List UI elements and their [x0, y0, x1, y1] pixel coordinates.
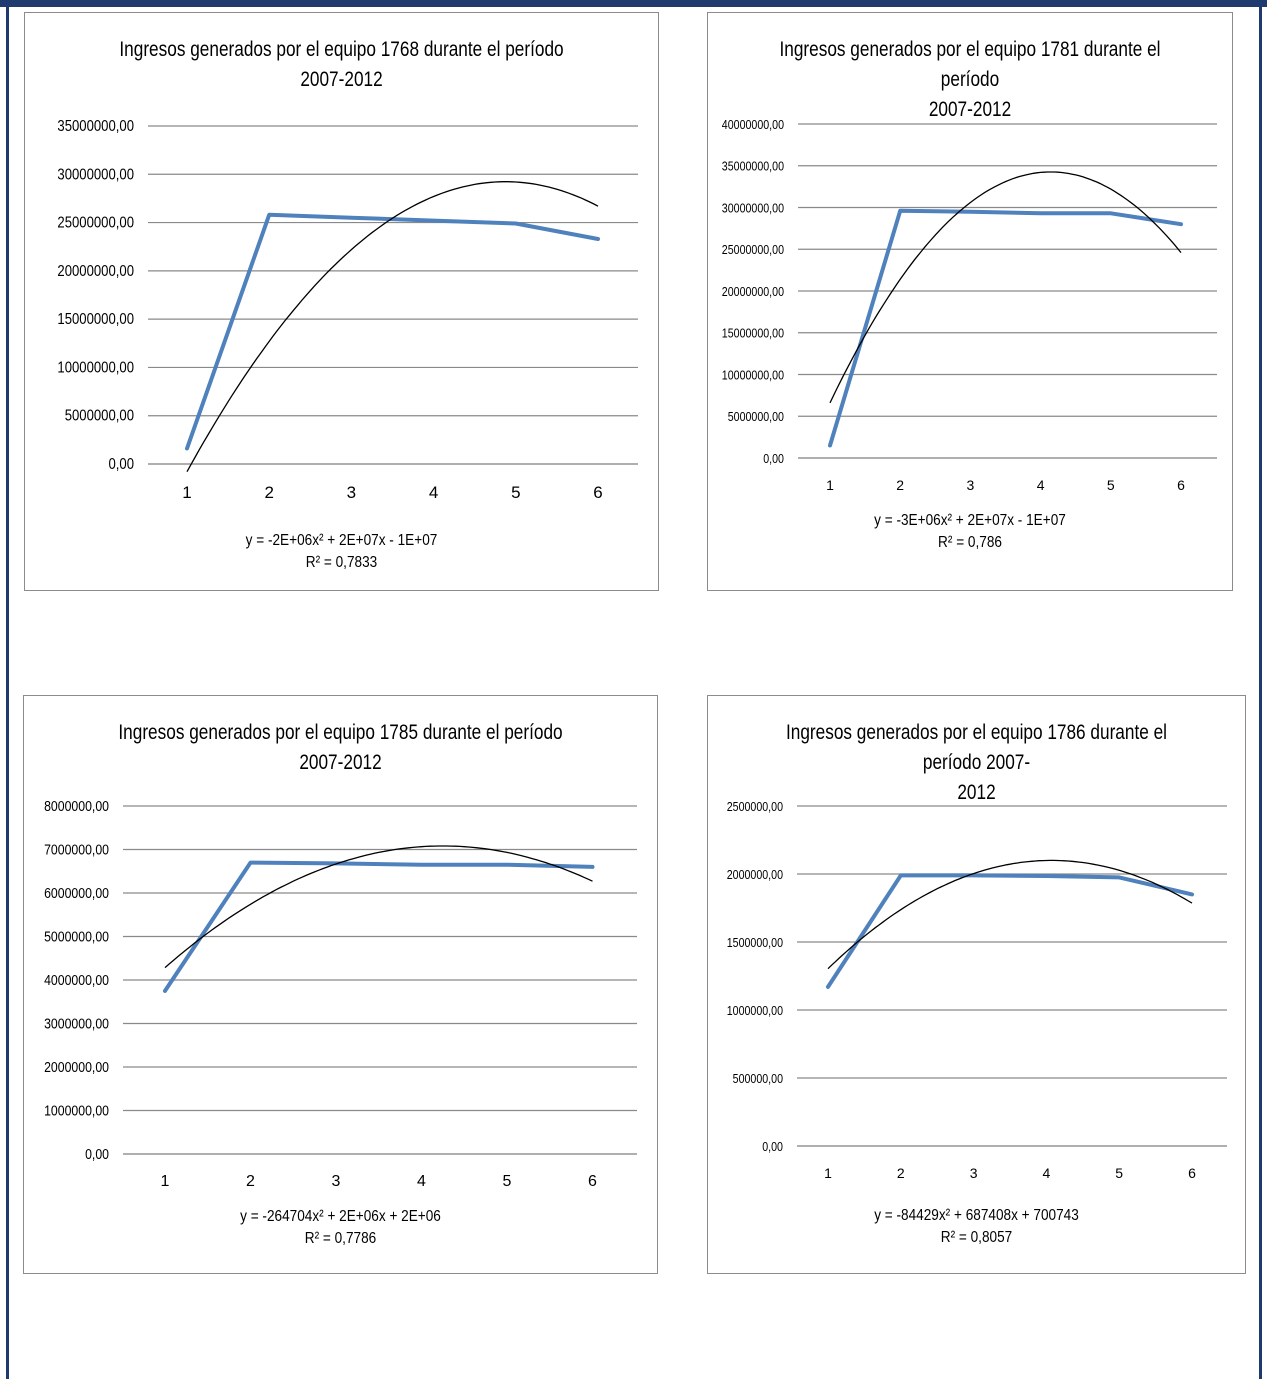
chart-equipo-1781: Ingresos generados por el equipo 1781 du… — [707, 12, 1233, 591]
x-tick-label: 4 — [1043, 1165, 1051, 1181]
frame-right-border — [1259, 0, 1262, 1379]
x-tick-label: 2 — [264, 483, 273, 502]
x-tick-label: 3 — [967, 477, 975, 493]
x-tick-label: 5 — [1107, 477, 1115, 493]
y-tick-label: 1500000,00 — [727, 935, 784, 950]
y-tick-label: 5000000,00 — [44, 928, 109, 944]
trendline-equation: y = -3E+06x² + 2E+07x - 1E+07 — [874, 512, 1066, 529]
y-tick-label: 40000000,00 — [722, 117, 785, 132]
trendline-r2: R² = 0,7786 — [304, 1230, 377, 1247]
y-tick-label: 5000000,00 — [65, 408, 134, 425]
y-tick-label: 5000000,00 — [728, 409, 785, 424]
x-tick-label: 6 — [593, 483, 602, 502]
y-tick-label: 2000000,00 — [44, 1059, 109, 1075]
chart-plot: 0,00 5000000,00 10000000,00 15000000,00 2000… — [57, 118, 638, 502]
y-tick-label: 4000000,00 — [44, 972, 109, 988]
x-tick-label: 4 — [1037, 477, 1045, 493]
chart-title: Ingresos generados por el equipo 1768 du… — [119, 38, 564, 91]
y-tick-label: 6000000,00 — [44, 885, 109, 901]
chart-equipo-1768: Ingresos generados por el equipo 1768 du… — [24, 12, 659, 591]
chart-title: Ingresos generados por el equipo 1785 du… — [118, 721, 563, 774]
x-tick-label: 3 — [347, 483, 356, 502]
y-tick-label: 30000000,00 — [57, 166, 134, 183]
chart-title: Ingresos generados por el equipo 1781 du… — [779, 38, 1161, 121]
trendline-r2: R² = 0,786 — [938, 534, 1002, 551]
y-tick-label: 7000000,00 — [44, 841, 109, 857]
y-tick-label: 3000000,00 — [44, 1015, 109, 1031]
x-tick-label: 5 — [503, 1173, 512, 1190]
y-tick-label: 35000000,00 — [722, 159, 785, 174]
chart-title: Ingresos generados por el equipo 1786 du… — [785, 721, 1168, 804]
chart-plot: 0,00 5000000,00 10000000,00 15000000,00 2000… — [722, 117, 1217, 493]
y-tick-label: 10000000,00 — [722, 367, 785, 382]
y-tick-label: 500000,00 — [733, 1071, 784, 1086]
trendline — [186, 181, 599, 473]
y-tick-label: 35000000,00 — [57, 118, 134, 135]
y-tick-label: 8000000,00 — [44, 798, 109, 814]
chart-plot: 0,00 500000,00 1000000,00 1500000,00 2000000… — [727, 799, 1227, 1181]
x-tick-label: 4 — [429, 483, 438, 502]
series-line — [826, 873, 1194, 989]
x-tick-label: 6 — [588, 1173, 597, 1190]
x-tick-label: 4 — [417, 1173, 426, 1190]
x-tick-label: 5 — [1115, 1165, 1123, 1181]
trendline-equation: y = -84429x² + 687408x + 700743 — [874, 1207, 1079, 1224]
y-tick-label: 1000000,00 — [44, 1102, 109, 1118]
x-tick-label: 2 — [246, 1173, 255, 1190]
x-tick-label: 1 — [824, 1165, 832, 1181]
x-tick-label: 1 — [182, 483, 191, 502]
y-tick-label: 0,00 — [763, 451, 784, 466]
y-tick-label: 2000000,00 — [727, 867, 784, 882]
trendline — [164, 845, 593, 969]
series-line — [828, 208, 1183, 448]
y-tick-label: 25000000,00 — [722, 242, 785, 257]
x-tick-label: 3 — [332, 1173, 341, 1190]
y-tick-label: 0,00 — [85, 1146, 109, 1162]
x-tick-label: 2 — [896, 477, 904, 493]
x-tick-label: 1 — [161, 1173, 170, 1190]
chart-equipo-1786: Ingresos generados por el equipo 1786 du… — [707, 695, 1246, 1274]
y-tick-label: 10000000,00 — [57, 359, 134, 376]
trendline-equation: y = -2E+06x² + 2E+07x - 1E+07 — [245, 532, 438, 549]
trendline — [827, 859, 1193, 970]
y-tick-label: 0,00 — [762, 1139, 783, 1154]
series-line — [185, 212, 600, 451]
x-tick-label: 6 — [1188, 1165, 1196, 1181]
trendline — [829, 171, 1182, 404]
chart-equipo-1785: Ingresos generados por el equipo 1785 du… — [23, 695, 658, 1274]
trendline-equation: y = -264704x² + 2E+06x + 2E+06 — [240, 1208, 441, 1225]
trendline-r2: R² = 0,8057 — [940, 1229, 1013, 1246]
x-tick-label: 5 — [511, 483, 520, 502]
frame-left-border — [6, 0, 9, 1379]
x-tick-label: 3 — [970, 1165, 978, 1181]
y-tick-label: 30000000,00 — [722, 200, 785, 215]
x-tick-label: 6 — [1177, 477, 1185, 493]
x-tick-label: 1 — [826, 477, 834, 493]
y-tick-label: 2500000,00 — [727, 799, 784, 814]
y-tick-label: 25000000,00 — [57, 214, 134, 231]
x-tick-label: 2 — [897, 1165, 905, 1181]
y-tick-label: 15000000,00 — [57, 311, 134, 328]
chart-plot: 0,00 1000000,00 2000000,00 3000000,00 400000… — [44, 798, 637, 1190]
series-line — [163, 860, 595, 993]
y-tick-label: 0,00 — [108, 456, 134, 473]
frame-top-border — [0, 0, 1267, 7]
y-tick-label: 20000000,00 — [57, 263, 134, 280]
y-tick-label: 20000000,00 — [722, 284, 785, 299]
y-tick-label: 1000000,00 — [727, 1003, 784, 1018]
trendline-r2: R² = 0,7833 — [305, 554, 378, 571]
y-tick-label: 15000000,00 — [722, 326, 785, 341]
